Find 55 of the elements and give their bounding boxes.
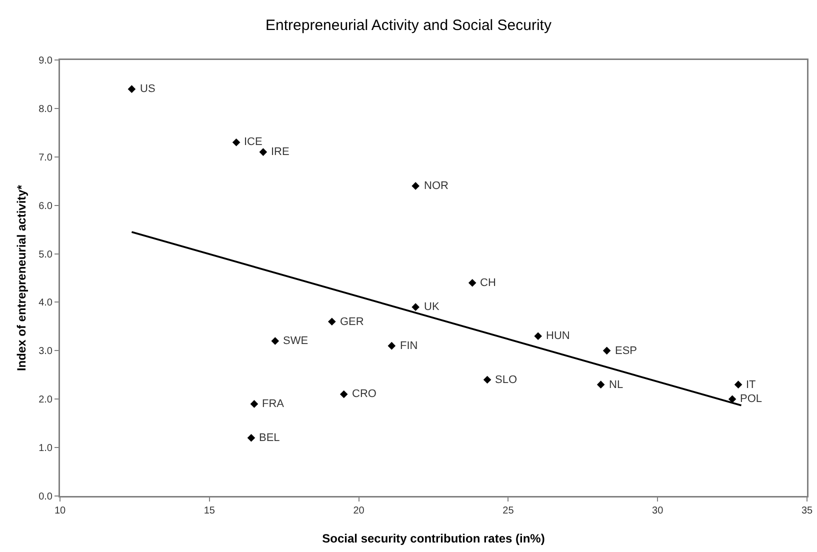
y-tick-label: 2.0 <box>38 394 53 406</box>
y-tick-label: 8.0 <box>38 104 53 115</box>
y-tick-label: 3.0 <box>38 346 53 358</box>
annotation: BEL <box>259 432 280 444</box>
point <box>250 400 258 408</box>
point <box>412 303 420 311</box>
annotation: IT <box>746 379 756 391</box>
x-axis-title: Social security contribution rates (in%) <box>322 532 545 546</box>
y-tick-label: 5.0 <box>38 249 53 260</box>
annotation: SWE <box>283 335 308 347</box>
annotation: SLO <box>495 374 518 386</box>
point <box>232 138 240 146</box>
annotation: IRE <box>271 146 290 158</box>
annotation: FRA <box>262 398 285 410</box>
annotation: CH <box>480 277 496 289</box>
annotation: ICE <box>244 136 262 148</box>
y-tick-label: 4.0 <box>38 298 53 309</box>
point <box>328 318 336 326</box>
y-tick-label: 9.0 <box>38 56 53 66</box>
point <box>271 337 280 345</box>
x-tick-label: 10 <box>54 506 66 516</box>
point <box>259 148 268 156</box>
point <box>596 380 605 388</box>
point <box>534 332 542 340</box>
annotation: UK <box>424 301 440 313</box>
point <box>602 346 611 355</box>
x-tick-label: 35 <box>801 506 813 516</box>
annotation: NOR <box>424 180 448 192</box>
y-tick-label: 7.0 <box>38 152 53 164</box>
y-tick-label: 0.0 <box>38 492 53 502</box>
y-tick-label: 1.0 <box>38 443 53 454</box>
annotation: CRO <box>352 388 377 400</box>
point <box>734 380 742 388</box>
x-tick-label: 25 <box>502 506 514 516</box>
point <box>412 182 420 190</box>
chart-title: Entrepreneurial Activity and Social Security <box>266 16 552 34</box>
annotation: FIN <box>400 340 418 352</box>
point <box>388 342 396 350</box>
annotation: NL <box>609 379 624 391</box>
y-tick-label: 6.0 <box>38 200 53 212</box>
annotation: HUN <box>546 330 570 342</box>
annotation: POL <box>740 393 762 405</box>
point <box>340 390 348 398</box>
point <box>468 278 476 287</box>
point <box>483 376 492 384</box>
point <box>247 434 256 442</box>
point <box>728 395 736 404</box>
annotation: ESP <box>615 345 638 357</box>
point <box>128 85 136 93</box>
y-axis-title: Index of entrepreneurial activity* <box>14 184 28 372</box>
annotation: US <box>140 83 156 95</box>
x-tick-label: 30 <box>652 506 664 516</box>
annotation: GER <box>340 316 364 328</box>
x-tick-label: 20 <box>353 506 365 516</box>
x-tick-label: 15 <box>204 506 216 516</box>
